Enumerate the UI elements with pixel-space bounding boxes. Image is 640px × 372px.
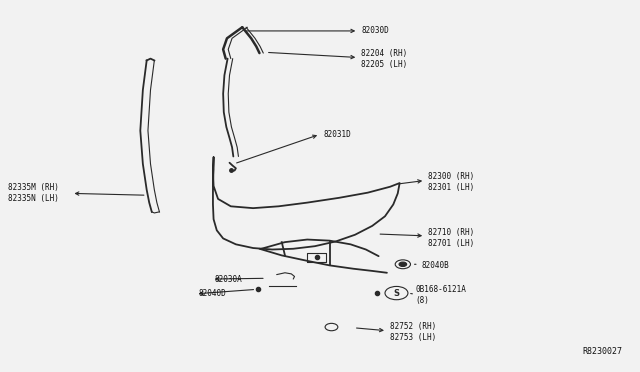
Text: 82710 (RH)
82701 (LH): 82710 (RH) 82701 (LH) [428,228,475,248]
Text: 82752 (RH)
82753 (LH): 82752 (RH) 82753 (LH) [390,322,436,342]
Text: 0B168-6121A
(8): 0B168-6121A (8) [415,285,467,305]
Text: 82030A: 82030A [215,275,243,283]
Text: R8230027: R8230027 [582,347,623,356]
Circle shape [399,262,406,266]
Text: 82030D: 82030D [362,26,389,35]
Text: 82031D: 82031D [323,130,351,139]
Text: 82300 (RH)
82301 (LH): 82300 (RH) 82301 (LH) [428,172,475,192]
Text: 82335M (RH)
82335N (LH): 82335M (RH) 82335N (LH) [8,183,59,203]
Text: 82204 (RH)
82205 (LH): 82204 (RH) 82205 (LH) [362,49,408,69]
Text: S: S [394,289,399,298]
Text: 82040D: 82040D [199,289,227,298]
Text: 82040B: 82040B [422,261,450,270]
